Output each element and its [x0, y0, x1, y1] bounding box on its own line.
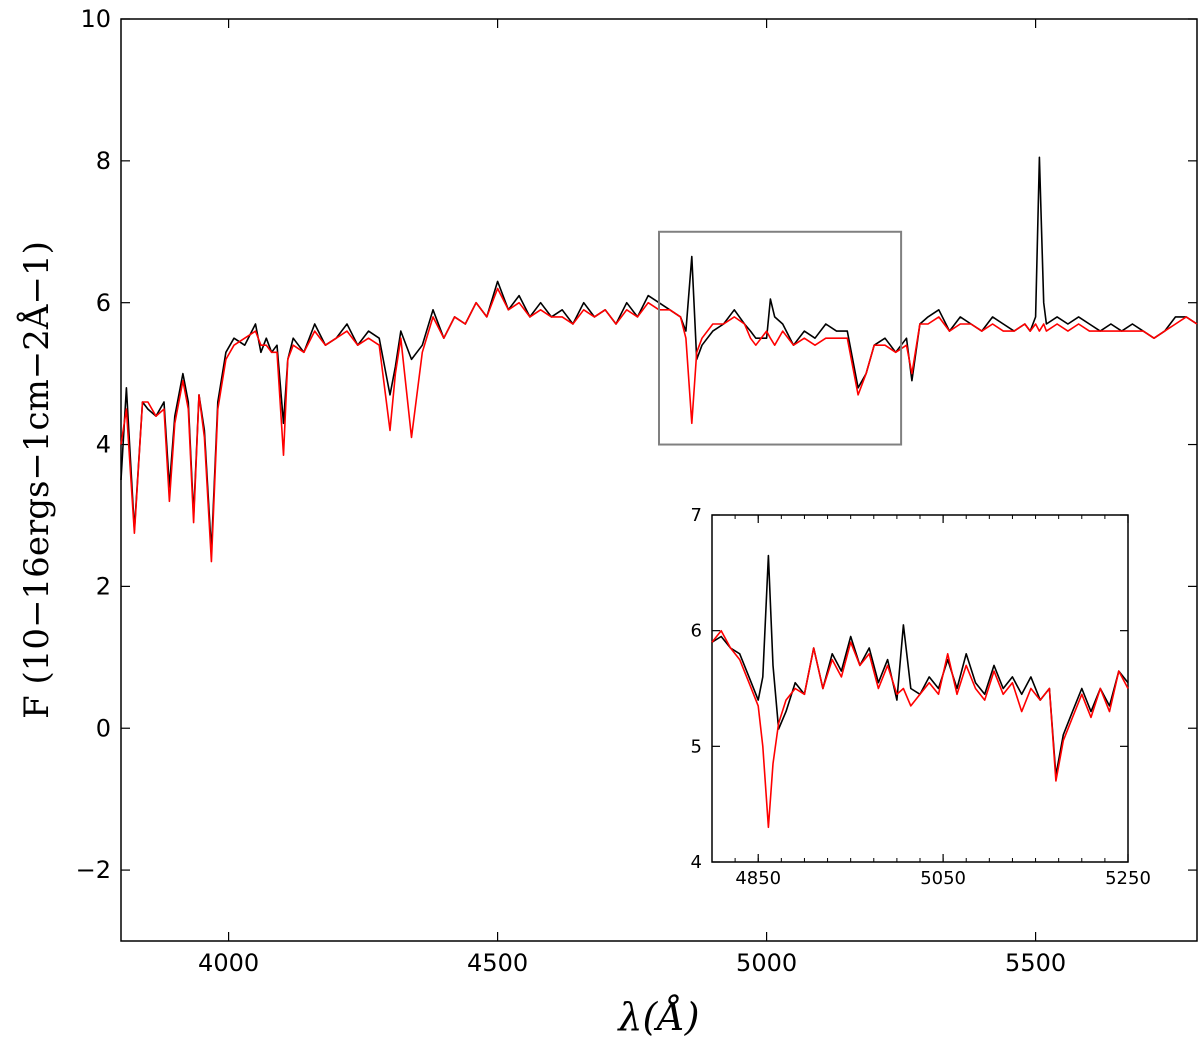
main-x-tick-label: 4000 — [198, 949, 259, 977]
main-y-tick-label: 4 — [96, 431, 111, 459]
main-y-tick-label: 8 — [96, 147, 111, 175]
main-y-tick-label: 6 — [96, 289, 111, 317]
inset-y-tick-label: 5 — [691, 736, 702, 757]
main-y-tick-label: 10 — [80, 5, 111, 33]
inset-series-group — [711, 554, 1129, 829]
inset-y-tick-label: 4 — [691, 852, 702, 873]
zoom-region-box — [658, 230, 903, 446]
main-x-tick-label: 5500 — [1005, 949, 1066, 977]
inset-x-tick-label: 5250 — [1105, 868, 1151, 889]
inset-y-tick-label: 7 — [691, 505, 702, 526]
inset-ticks: 4850 5050 5250 4 5 6 7 — [691, 505, 1151, 889]
inset-x-tick-label: 5050 — [920, 868, 966, 889]
main-x-tick-label: 4500 — [467, 949, 528, 977]
main-series-line-2 — [120, 287, 1198, 563]
main-y-tick-label: 0 — [96, 714, 111, 742]
main-series-group — [120, 156, 1198, 563]
inset-x-tick-label: 4850 — [735, 868, 781, 889]
x-axis-title: λ(Å) — [616, 995, 699, 1039]
main-y-tick-label: −2 — [76, 856, 111, 884]
main-ticks: 4000 4500 5000 5500 −2 0 2 4 6 8 10 — [76, 5, 1197, 977]
inset-series-line-2 — [711, 629, 1129, 829]
main-y-tick-label: 2 — [96, 572, 111, 600]
main-x-tick-label: 5000 — [736, 949, 797, 977]
inset-y-tick-label: 6 — [691, 621, 702, 642]
y-axis-title: F (10−16ergs−1cm−2Å−1) — [16, 241, 57, 719]
